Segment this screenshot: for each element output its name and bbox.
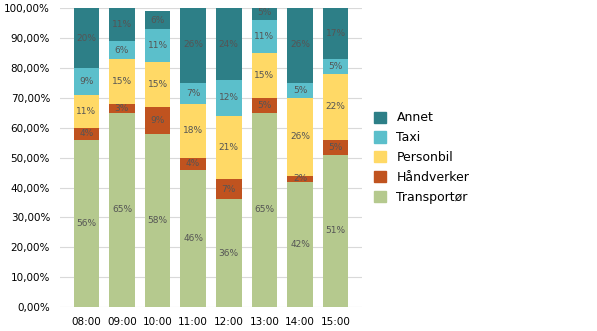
Text: 65%: 65% bbox=[112, 206, 132, 214]
Bar bbox=[216, 200, 242, 307]
Bar bbox=[73, 140, 99, 307]
Text: 6%: 6% bbox=[150, 16, 165, 24]
Text: 5%: 5% bbox=[257, 101, 272, 110]
Bar bbox=[73, 8, 99, 68]
Text: 9%: 9% bbox=[79, 77, 94, 86]
Bar bbox=[287, 5, 313, 83]
Text: 21%: 21% bbox=[219, 143, 239, 152]
Bar bbox=[287, 182, 313, 307]
Text: 2%: 2% bbox=[293, 174, 307, 183]
Text: 3%: 3% bbox=[115, 104, 129, 113]
Bar bbox=[251, 5, 277, 20]
Bar bbox=[251, 20, 277, 53]
Bar bbox=[109, 41, 135, 59]
Bar bbox=[144, 134, 170, 307]
Text: 15%: 15% bbox=[112, 77, 132, 86]
Bar bbox=[216, 80, 242, 116]
Text: 58%: 58% bbox=[147, 216, 168, 225]
Bar bbox=[287, 83, 313, 98]
Bar bbox=[251, 98, 277, 113]
Text: 26%: 26% bbox=[183, 39, 203, 49]
Bar bbox=[323, 8, 349, 59]
Text: 18%: 18% bbox=[183, 126, 203, 135]
Text: 4%: 4% bbox=[79, 129, 94, 138]
Text: 24%: 24% bbox=[219, 39, 239, 49]
Text: 12%: 12% bbox=[219, 93, 239, 102]
Bar bbox=[216, 8, 242, 80]
Text: 6%: 6% bbox=[115, 46, 129, 55]
Text: 51%: 51% bbox=[325, 226, 346, 235]
Text: 15%: 15% bbox=[147, 80, 168, 89]
Text: 7%: 7% bbox=[221, 184, 236, 194]
Text: 11%: 11% bbox=[254, 32, 275, 41]
Bar bbox=[287, 175, 313, 182]
Text: 5%: 5% bbox=[328, 62, 343, 71]
Bar bbox=[180, 169, 206, 307]
Bar bbox=[251, 113, 277, 307]
Text: 56%: 56% bbox=[76, 219, 96, 228]
Bar bbox=[73, 95, 99, 128]
Text: 36%: 36% bbox=[219, 249, 239, 258]
Bar bbox=[109, 104, 135, 113]
Bar bbox=[180, 158, 206, 169]
Bar bbox=[109, 113, 135, 307]
Bar bbox=[144, 29, 170, 62]
Text: 11%: 11% bbox=[147, 41, 168, 50]
Bar bbox=[144, 62, 170, 107]
Bar bbox=[323, 59, 349, 74]
Bar bbox=[180, 83, 206, 104]
Bar bbox=[73, 128, 99, 140]
Text: 26%: 26% bbox=[290, 132, 310, 141]
Text: 15%: 15% bbox=[254, 71, 275, 80]
Bar bbox=[323, 74, 349, 140]
Bar bbox=[216, 116, 242, 178]
Bar bbox=[144, 11, 170, 29]
Bar bbox=[109, 8, 135, 41]
Text: 4%: 4% bbox=[186, 159, 200, 168]
Text: 11%: 11% bbox=[112, 20, 132, 29]
Text: 5%: 5% bbox=[328, 143, 343, 152]
Bar bbox=[109, 59, 135, 104]
Legend: Annet, Taxi, Personbil, Håndverker, Transportør: Annet, Taxi, Personbil, Håndverker, Tran… bbox=[371, 109, 472, 207]
Bar bbox=[287, 98, 313, 175]
Text: 7%: 7% bbox=[186, 89, 201, 98]
Text: 22%: 22% bbox=[326, 102, 346, 111]
Text: 65%: 65% bbox=[254, 206, 275, 214]
Text: 46%: 46% bbox=[183, 234, 203, 243]
Bar bbox=[180, 5, 206, 83]
Text: 20%: 20% bbox=[76, 33, 96, 43]
Text: 26%: 26% bbox=[290, 39, 310, 49]
Bar bbox=[73, 68, 99, 95]
Text: 5%: 5% bbox=[257, 8, 272, 17]
Bar bbox=[216, 178, 242, 200]
Bar bbox=[323, 140, 349, 155]
Bar bbox=[180, 104, 206, 158]
Text: 9%: 9% bbox=[150, 116, 165, 125]
Text: 11%: 11% bbox=[76, 107, 96, 116]
Text: 17%: 17% bbox=[325, 29, 346, 38]
Text: 5%: 5% bbox=[293, 86, 307, 95]
Text: 42%: 42% bbox=[290, 240, 310, 249]
Bar bbox=[251, 53, 277, 98]
Bar bbox=[144, 107, 170, 134]
Bar bbox=[323, 155, 349, 307]
